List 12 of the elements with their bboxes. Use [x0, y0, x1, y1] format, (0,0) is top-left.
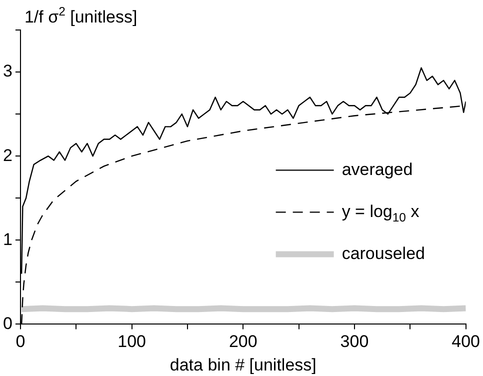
x-tick-label: 100 — [118, 332, 146, 352]
x-tick-label: 200 — [228, 332, 258, 352]
x-tick-label: 300 — [340, 332, 369, 352]
y-tick-label: 2 — [2, 146, 12, 165]
x-axis-title: data bin # [unitless] — [170, 355, 316, 374]
x-tick-label: 0 — [16, 332, 26, 352]
y-tick-label: 0 — [2, 314, 12, 333]
y-tick-label: 1 — [2, 230, 12, 249]
y-tick-label: 3 — [2, 62, 12, 81]
x-tick-label: 400 — [452, 332, 480, 352]
legend-label: averaged — [342, 160, 413, 179]
legend-label: carouseled — [342, 244, 425, 263]
